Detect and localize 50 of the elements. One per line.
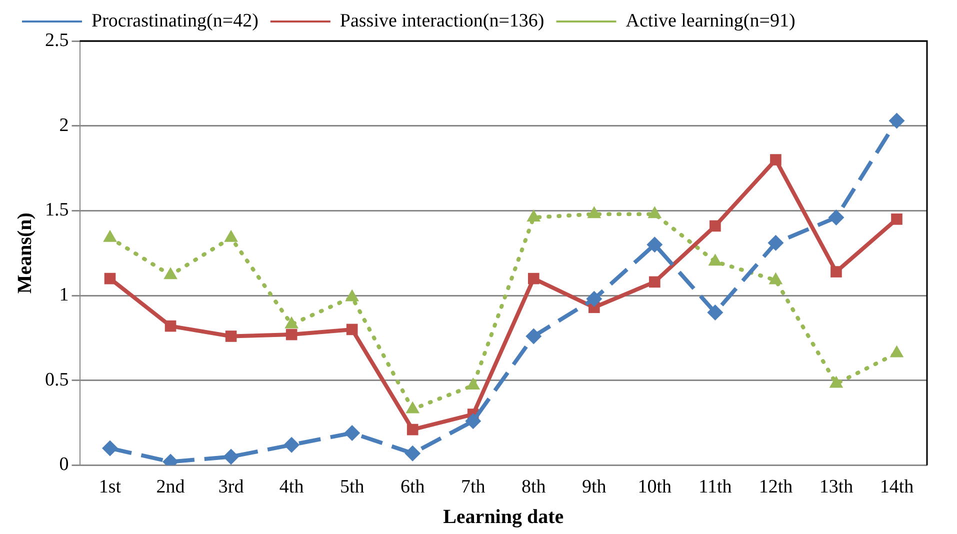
- point: [526, 328, 542, 344]
- y-axis-title: Means(n): [14, 212, 36, 294]
- y-tick-label: 0.5: [45, 369, 69, 390]
- point: [406, 424, 418, 436]
- point: [225, 330, 237, 342]
- x-tick-label: 14th: [880, 476, 914, 498]
- x-tick-label: 1st: [98, 476, 122, 498]
- x-tick-label: 4th: [279, 476, 304, 498]
- x-tick-label: 3rd: [218, 476, 244, 498]
- x-tick-label: 5th: [340, 476, 365, 498]
- x-tick-label: 7th: [460, 476, 486, 498]
- point: [828, 209, 844, 226]
- point: [102, 440, 118, 456]
- point: [586, 290, 602, 307]
- x-tick-label: 12th: [758, 476, 794, 498]
- point: [284, 436, 300, 453]
- point: [344, 424, 360, 441]
- y-tick-label: 1: [59, 284, 69, 306]
- legend-label: Passive interaction(n=136): [340, 10, 544, 32]
- point: [649, 276, 660, 288]
- y-tick-label: 0: [59, 454, 69, 476]
- point: [707, 304, 724, 320]
- legend-label: Procrastinating(n=42): [92, 10, 258, 32]
- x-tick-label: 8th: [521, 476, 546, 498]
- x-tick-label: 6th: [400, 476, 426, 498]
- legend-label: Active learning(n=91): [626, 10, 796, 32]
- point: [465, 413, 482, 430]
- point: [528, 272, 540, 284]
- y-tick-label: 2: [59, 114, 69, 136]
- point: [404, 445, 421, 462]
- point: [830, 266, 842, 278]
- y-tick-label: 1.5: [45, 200, 69, 221]
- point: [891, 214, 902, 225]
- point: [770, 154, 782, 166]
- x-axis-title: Learning date: [443, 506, 564, 528]
- x-tick-label: 13th: [819, 476, 854, 498]
- x-tick-label: 11th: [698, 476, 732, 498]
- point: [104, 272, 116, 284]
- x-tick-label: 9th: [582, 476, 607, 498]
- point: [888, 112, 905, 129]
- point: [223, 448, 240, 465]
- point: [646, 236, 663, 253]
- point: [286, 328, 298, 340]
- point: [710, 220, 721, 232]
- x-tick-label: 10th: [638, 476, 672, 498]
- point: [768, 234, 784, 251]
- point: [346, 324, 358, 336]
- x-tick-label: 2nd: [156, 476, 186, 498]
- y-tick-label: 2.5: [45, 30, 69, 51]
- point: [164, 320, 176, 332]
